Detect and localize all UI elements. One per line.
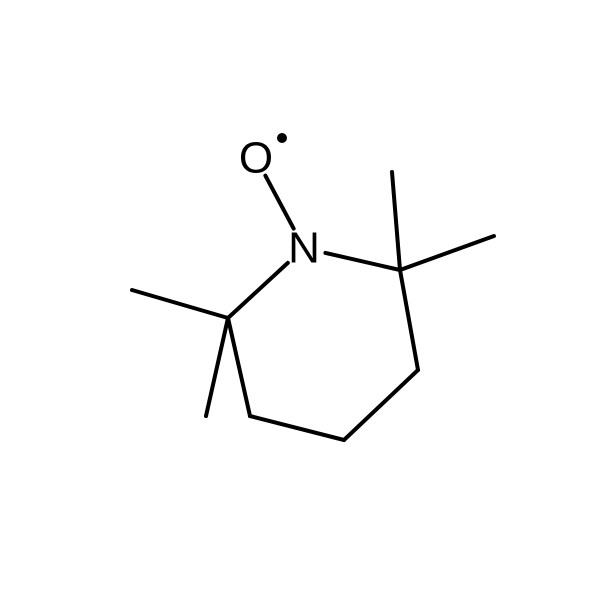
bond-C6-Me6b <box>206 318 228 416</box>
bond-C2-C3 <box>400 270 418 370</box>
bond-C6-Me6a <box>132 290 228 318</box>
radical-dot-icon <box>277 133 287 143</box>
bond-C3-C4 <box>344 370 418 440</box>
bond-C6-N <box>228 263 288 318</box>
bond-C2-Me2b <box>400 236 494 270</box>
bond-N-C2 <box>325 253 400 270</box>
bond-N-O <box>265 176 293 229</box>
bond-C4-C5 <box>250 416 344 440</box>
molecule-diagram: NO <box>0 0 600 600</box>
atom-label-N: N <box>288 224 320 273</box>
atom-label-O: O <box>239 134 273 183</box>
molecule-svg: NO <box>0 0 600 600</box>
bond-C5-C6 <box>228 318 250 416</box>
bond-C2-Me2a <box>392 172 400 270</box>
